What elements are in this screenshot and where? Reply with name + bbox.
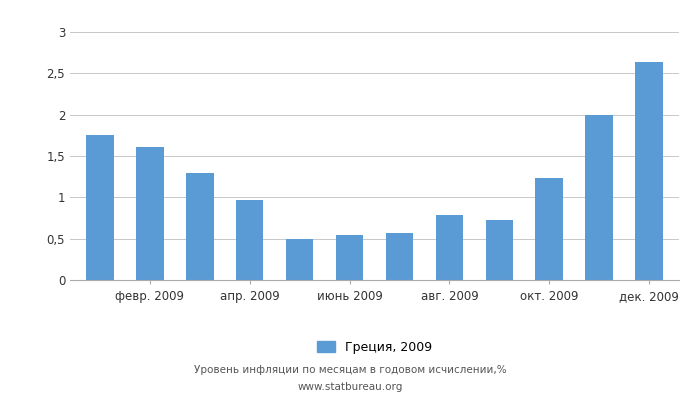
Text: www.statbureau.org: www.statbureau.org xyxy=(298,382,402,392)
Bar xyxy=(585,115,613,280)
Text: Уровень инфляции по месяцам в годовом исчислении,%: Уровень инфляции по месяцам в годовом ис… xyxy=(194,365,506,375)
Bar xyxy=(486,220,513,280)
Bar xyxy=(536,178,563,280)
Bar xyxy=(136,147,164,280)
Bar xyxy=(636,62,663,280)
Bar xyxy=(236,200,263,280)
Bar xyxy=(286,239,314,280)
Bar xyxy=(386,233,413,280)
Bar xyxy=(86,135,113,280)
Bar xyxy=(186,172,214,280)
Legend: Греция, 2009: Греция, 2009 xyxy=(316,341,433,354)
Bar xyxy=(336,235,363,280)
Bar xyxy=(435,215,463,280)
